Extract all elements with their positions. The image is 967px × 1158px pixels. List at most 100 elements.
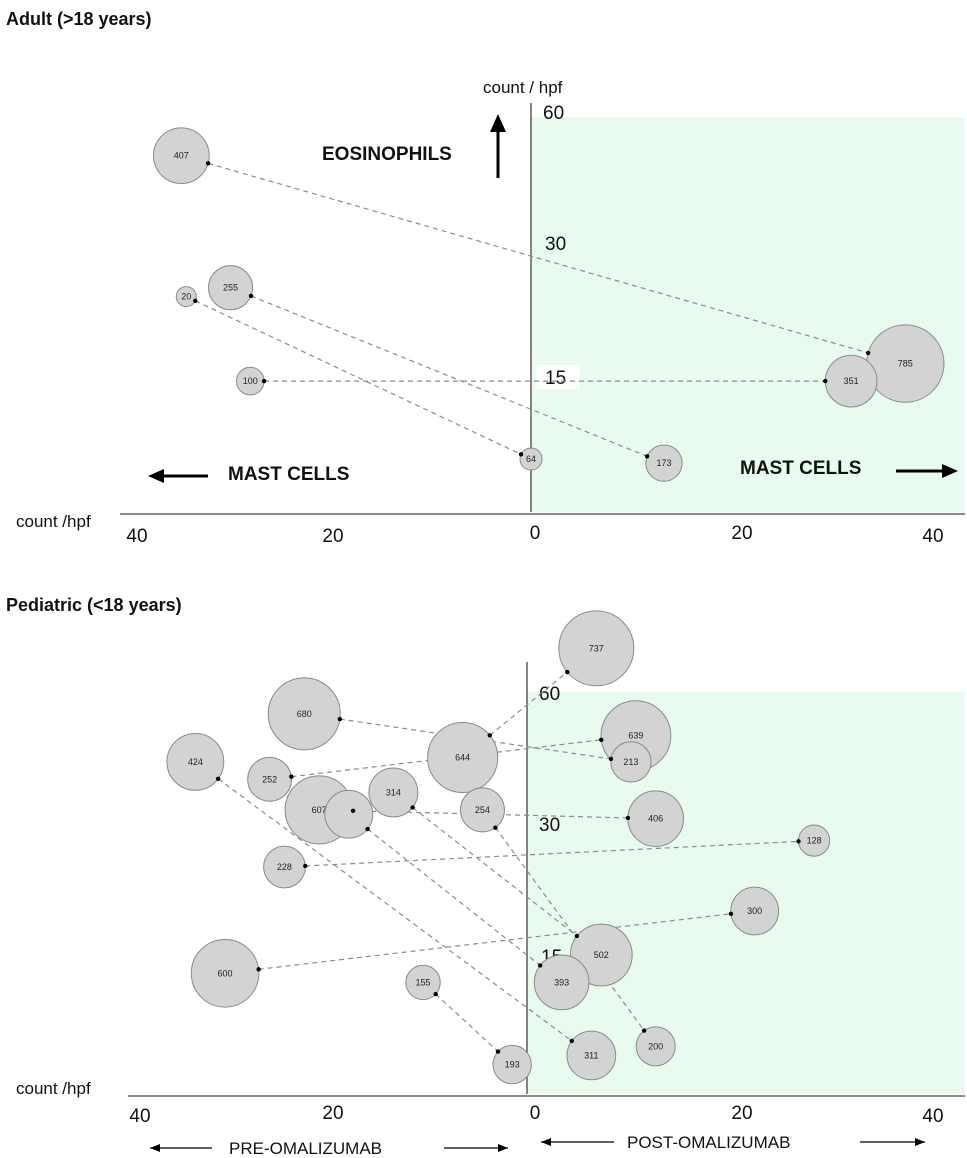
connector-line: [207, 162, 869, 354]
bubble: 20: [175, 286, 197, 308]
bubble-circle: [152, 127, 210, 185]
x-tick-label: 0: [530, 523, 541, 544]
x-tick-label: 20: [322, 1103, 343, 1124]
bubble-circle: [533, 954, 590, 1011]
bubble-label: 785: [898, 359, 913, 369]
bubble-label: 173: [656, 458, 671, 468]
bubble-label: 600: [218, 968, 233, 978]
connector-line: [494, 827, 645, 1031]
bubble-circle: [730, 886, 780, 936]
bubble: 406: [627, 790, 685, 847]
bubble: 252: [247, 756, 293, 802]
x-tick-label: 40: [922, 526, 943, 547]
bubble: 64: [519, 447, 543, 471]
bubble: 300: [730, 886, 780, 936]
bubble-label: 255: [223, 283, 238, 293]
y-tick-label: 60: [543, 103, 564, 124]
anchor-dot: [193, 298, 198, 304]
anchor-dot: [823, 378, 828, 384]
bubble: 600: [190, 938, 260, 1008]
x-tick-label: 0: [530, 1103, 541, 1124]
bubble: 407: [152, 127, 210, 185]
anchor-dot: [565, 669, 570, 675]
y-tick-label: 60: [539, 684, 560, 705]
y-tick-label: 30: [539, 815, 560, 836]
connector-line: [489, 671, 568, 736]
bubble: 311: [566, 1030, 617, 1081]
left-arrow: [148, 469, 208, 483]
y-tick-background: [536, 365, 580, 389]
connector-line: [435, 993, 499, 1053]
pediatric-panel: Pediatric (<18 years) count /hpf 40 20 0…: [6, 595, 965, 1158]
bubble-circle: [492, 1044, 532, 1085]
anchor-dot: [303, 863, 308, 869]
bubble-circle: [566, 1030, 617, 1081]
anchor-dot: [608, 756, 614, 762]
bubble-label: 314: [386, 787, 401, 797]
panel-title: Adult (>18 years): [6, 9, 152, 29]
bubble: 680: [267, 677, 341, 751]
up-arrow: [490, 114, 506, 178]
bubble-label: 200: [648, 1041, 663, 1051]
anchor-dot: [641, 1028, 647, 1033]
bubble-label: 407: [174, 151, 189, 161]
bubble: 314: [368, 767, 419, 818]
anchor-dot: [350, 808, 356, 813]
bubble-circle: [324, 789, 374, 839]
bubble-circle: [558, 610, 635, 687]
bubble-label: 193: [505, 1060, 520, 1070]
bubble: 255: [208, 265, 254, 311]
y-axis-label: count / hpf: [483, 78, 563, 97]
bubble-label: 406: [648, 814, 663, 824]
bubble-label: 311: [584, 1050, 598, 1060]
anchor-dots: [193, 161, 871, 459]
x-axis-label: count /hpf: [16, 512, 91, 531]
pre-omalizumab-arrow-right: [444, 1144, 508, 1152]
anchor-dot: [365, 826, 370, 832]
anchor-dot: [625, 815, 631, 821]
bubble: 644: [427, 721, 499, 794]
bubble-label: 300: [747, 906, 762, 916]
adult-panel: Adult (>18 years) count / hpf count /hpf…: [6, 9, 965, 547]
bubble: 200: [635, 1026, 676, 1067]
y-tick-label: 15: [545, 368, 566, 389]
anchor-dot: [433, 991, 438, 997]
bubble-circle: [267, 677, 341, 751]
y-tick-label: 30: [545, 234, 566, 255]
anchor-dot: [569, 1038, 575, 1044]
connector-line: [258, 913, 732, 970]
bubble-label: 252: [262, 774, 277, 784]
bubble-circle: [519, 447, 543, 471]
bubble: 737: [558, 610, 635, 687]
panel-title: Pediatric (<18 years): [6, 595, 182, 615]
post-omalizumab-label: POST-OMALIZUMAB: [627, 1133, 790, 1152]
bubble-label: 680: [297, 709, 312, 719]
bubble: 213: [610, 741, 652, 783]
x-axis-label: count /hpf: [16, 1079, 91, 1098]
bubble-label: 502: [594, 950, 609, 960]
bubble: 393: [533, 954, 590, 1011]
eosinophils-label: EOSINOPHILS: [322, 144, 452, 165]
anchor-dot: [796, 839, 801, 844]
bubble-label: 254: [475, 805, 490, 815]
bubble-label: 737: [589, 643, 604, 653]
x-tick-label: 40: [126, 526, 147, 547]
bubble-label: 213: [623, 757, 638, 767]
bubble-label: 393: [554, 977, 569, 987]
bubble-circle: [208, 265, 254, 311]
post-omalizumab-arrow-left: [541, 1138, 614, 1146]
bubble: 351: [824, 354, 878, 408]
bubble-label: 351: [844, 376, 859, 386]
mast-cells-right-label: MAST CELLS: [740, 458, 861, 479]
anchor-dot: [215, 776, 221, 781]
bubble-label: 100: [243, 376, 258, 386]
bubble-circle: [427, 721, 499, 794]
bubble: 228: [263, 845, 306, 889]
bubble-circle: [635, 1026, 676, 1067]
connector-line: [217, 778, 573, 1042]
bubble: 173: [645, 444, 683, 482]
anchor-dot: [574, 933, 580, 939]
bubble-label: 155: [416, 977, 431, 987]
anchor-dot: [289, 774, 294, 779]
